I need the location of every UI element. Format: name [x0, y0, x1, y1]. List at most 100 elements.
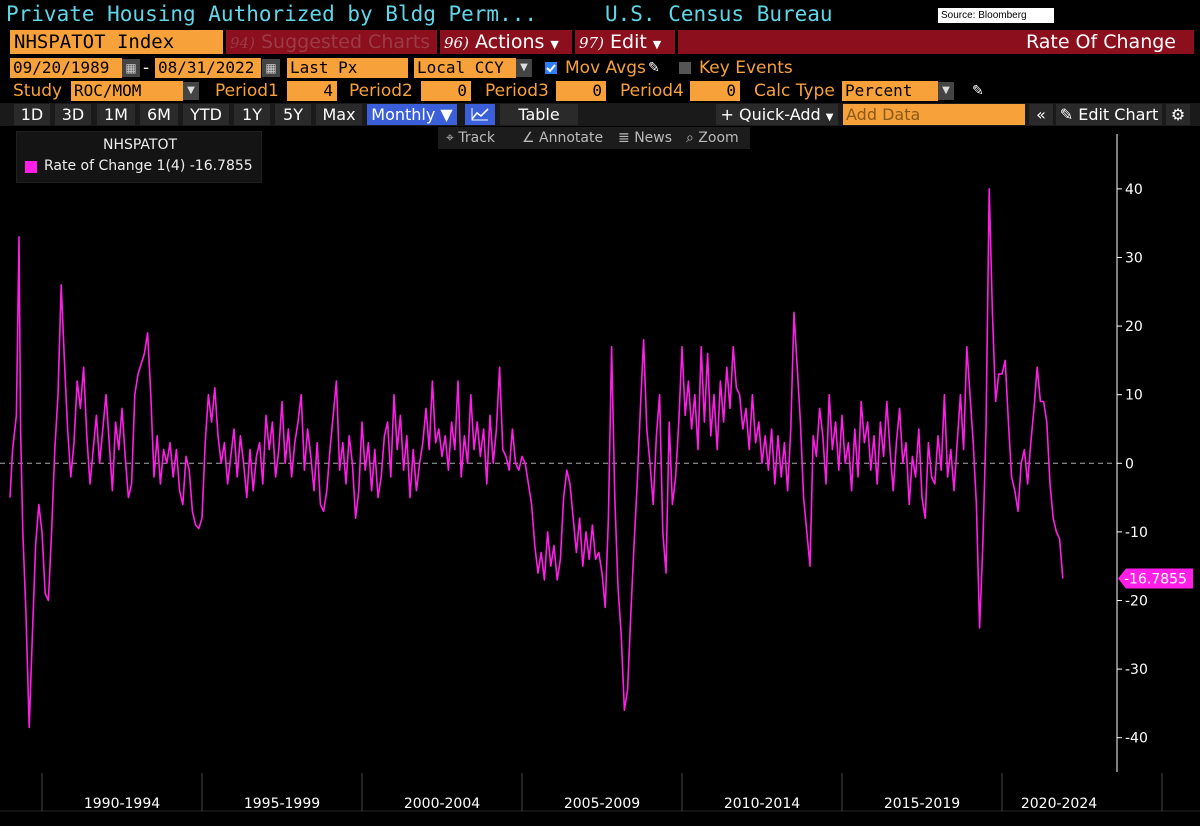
period3-field[interactable]: 0: [556, 81, 606, 101]
x-period-label: 2005-2009: [564, 796, 640, 812]
range-3d-button[interactable]: 3D: [55, 104, 91, 125]
period4-field[interactable]: 0: [690, 81, 740, 101]
y-tick-label: -40: [1125, 731, 1148, 747]
mov-avgs-label: Mov Avgs: [565, 58, 646, 78]
pencil-icon[interactable]: ✎: [648, 60, 660, 76]
line-chart-icon[interactable]: [465, 104, 495, 125]
annotate-tool[interactable]: ∠ Annotate: [522, 127, 603, 149]
date-separator: -: [143, 58, 150, 78]
suggested-charts-number: 94): [230, 34, 255, 52]
last-value-label: -16.7855: [1124, 571, 1187, 587]
x-axis: 1990-1994 1995-1999 2000-2004 2005-2009 2010…: [0, 773, 1200, 812]
range-ytd-button[interactable]: YTD: [183, 104, 229, 125]
range-1m-button[interactable]: 1M: [97, 104, 135, 125]
source-title: U.S. Census Bureau: [605, 2, 833, 26]
news-label: News: [634, 130, 673, 146]
actions-menu[interactable]: 96) Actions ▼: [440, 30, 572, 54]
y-tick-label: -30: [1125, 662, 1148, 678]
series-line: [9, 188, 1064, 729]
plot-background: [0, 126, 1200, 826]
x-period-label: 2000-2004: [404, 796, 480, 812]
chart-title: Private Housing Authorized by Bldg Perm.…: [6, 2, 538, 26]
period2-field[interactable]: 0: [421, 81, 471, 101]
zoom-tool[interactable]: ⌕ Zoom: [686, 127, 739, 149]
suggested-charts-tab[interactable]: 94) Suggested Charts: [226, 30, 437, 54]
edit-chart-label: Edit Chart: [1078, 105, 1159, 124]
x-period-label: 2010-2014: [724, 796, 800, 812]
legend-ticker: NHSPATOT: [102, 137, 178, 153]
key-events-label: Key Events: [699, 58, 793, 78]
pencil-icon[interactable]: ✎: [972, 83, 984, 99]
period4-label: Period4: [620, 81, 684, 101]
range-max-button[interactable]: Max: [316, 104, 362, 125]
double-chevron-left-icon[interactable]: «: [1029, 104, 1053, 125]
actions-label: Actions: [475, 31, 545, 53]
quick-add-label: Quick-Add: [739, 105, 821, 124]
quick-add-button[interactable]: + Quick-Add ▼: [716, 104, 838, 125]
suggested-charts-label: Suggested Charts: [261, 31, 431, 53]
chevron-down-icon: ▼: [825, 112, 834, 123]
range-1y-button[interactable]: 1Y: [234, 104, 270, 125]
date-settings-row: 09/20/1989 ▦ - 08/31/2022 ▦ Last Px Loca…: [0, 57, 1200, 79]
period1-label: Period1: [215, 81, 279, 101]
chevron-down-icon[interactable]: ▼: [183, 82, 199, 100]
calc-type-select[interactable]: Percent: [842, 81, 938, 101]
period2-label: Period2: [349, 81, 413, 101]
y-tick-label: 40: [1125, 182, 1143, 198]
edit-chart-button[interactable]: ✎ Edit Chart: [1056, 104, 1162, 125]
track-tool[interactable]: ⌖ Track: [446, 127, 495, 149]
calendar-icon[interactable]: ▦: [262, 59, 280, 77]
plus-icon: +: [720, 105, 734, 124]
chevron-down-icon[interactable]: ▼: [938, 82, 954, 100]
mov-avgs-checkbox[interactable]: [545, 62, 557, 74]
triangle-down-icon: ▼: [440, 105, 453, 124]
pencil-icon: ✎: [1059, 105, 1074, 124]
add-data-input[interactable]: Add Data: [843, 104, 1025, 125]
title-bar: Private Housing Authorized by Bldg Perm.…: [0, 0, 1200, 30]
range-6m-button[interactable]: 6M: [140, 104, 178, 125]
zoom-label: Zoom: [698, 130, 739, 146]
ticker-field[interactable]: NHSPATOT Index: [10, 30, 223, 54]
chevron-down-icon[interactable]: ▼: [516, 59, 532, 77]
line-draw-icon: ∠: [522, 130, 535, 146]
news-tool[interactable]: ≣ News: [618, 127, 672, 149]
start-date-field[interactable]: 09/20/1989: [10, 58, 122, 78]
edit-menu[interactable]: 97) Edit ▼: [575, 30, 675, 54]
study-settings-row: Study ROC/MOM ▼ Period1 4 Period2 0 Peri…: [0, 80, 1200, 102]
toolbar: NHSPATOT Index 94) Suggested Charts 96) …: [0, 29, 1200, 55]
news-icon: ≣: [618, 130, 630, 146]
x-period-label: 1995-1999: [244, 796, 320, 812]
key-events-checkbox[interactable]: [679, 62, 691, 74]
study-select[interactable]: ROC/MOM: [71, 81, 183, 101]
range-1d-button[interactable]: 1D: [14, 104, 50, 125]
end-date-field[interactable]: 08/31/2022: [155, 58, 261, 78]
frequency-label: Monthly: [371, 105, 436, 124]
legend[interactable]: NHSPATOT Rate of Change 1(4) -16.7855: [16, 131, 262, 183]
price-field-select[interactable]: Last Px: [287, 58, 408, 78]
y-tick-label: 0: [1125, 456, 1134, 472]
annotate-label: Annotate: [539, 130, 604, 146]
x-period-label: 1990-1994: [84, 796, 160, 812]
magnifier-icon: ⌕: [686, 130, 694, 146]
series-layer: -16.7855: [9, 188, 1193, 729]
calendar-icon[interactable]: ▦: [122, 59, 140, 77]
table-button[interactable]: Table: [500, 104, 578, 125]
y-tick-label: 20: [1125, 319, 1143, 335]
x-period-label: 2015-2019: [884, 796, 960, 812]
range-bar: 1D 3D 1M 6M YTD 1Y 5Y Max Monthly ▼ Tabl…: [0, 103, 1200, 126]
range-5y-button[interactable]: 5Y: [275, 104, 311, 125]
y-tick-label: 10: [1125, 388, 1143, 404]
frequency-select[interactable]: Monthly ▼: [367, 104, 457, 125]
x-period-label: 2020-2024: [1021, 796, 1097, 812]
study-label: Study: [13, 81, 63, 101]
chevron-down-icon: ▼: [550, 38, 559, 51]
edit-number: 97): [579, 34, 604, 52]
calc-type-label: Calc Type: [754, 81, 835, 101]
panel-title: Rate Of Change: [678, 30, 1194, 54]
gear-icon[interactable]: ⚙: [1166, 104, 1190, 125]
currency-select[interactable]: Local CCY: [414, 58, 516, 78]
chevron-down-icon: ▼: [652, 38, 662, 51]
y-tick-label: 30: [1125, 250, 1143, 266]
period1-field[interactable]: 4: [287, 81, 337, 101]
